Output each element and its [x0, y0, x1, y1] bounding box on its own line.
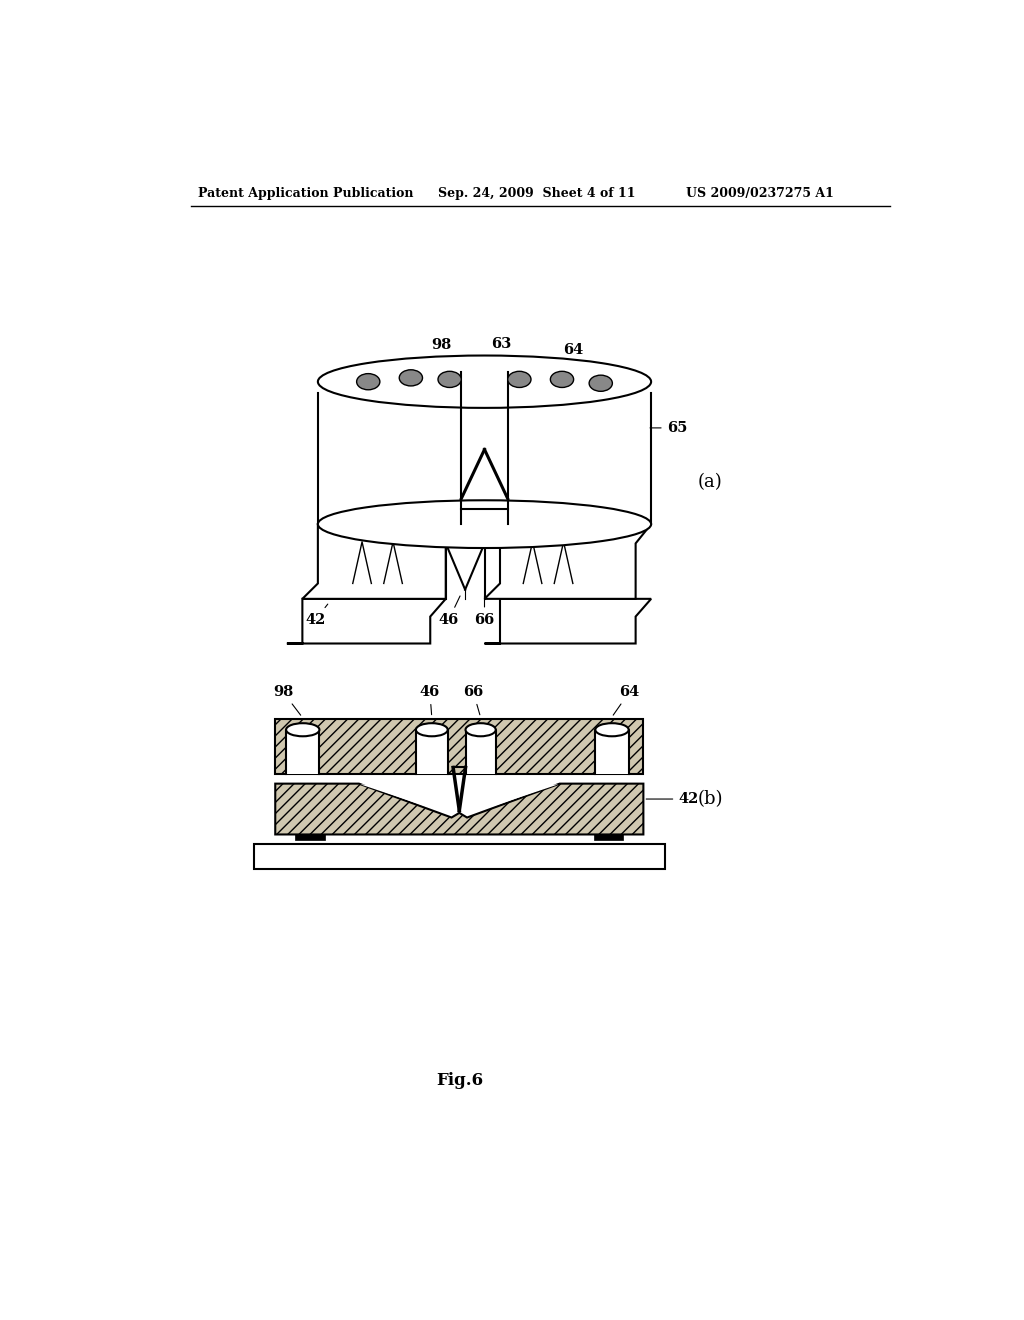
Ellipse shape	[595, 723, 629, 737]
Polygon shape	[295, 834, 325, 841]
Polygon shape	[254, 843, 665, 870]
Polygon shape	[595, 730, 629, 775]
Text: 64: 64	[559, 343, 584, 381]
Ellipse shape	[550, 371, 573, 388]
Polygon shape	[286, 730, 319, 775]
Ellipse shape	[317, 500, 651, 548]
Text: 66: 66	[474, 597, 495, 627]
Polygon shape	[466, 730, 496, 775]
Polygon shape	[360, 784, 558, 814]
Text: 42: 42	[646, 792, 698, 807]
Polygon shape	[484, 524, 651, 599]
Polygon shape	[287, 599, 445, 644]
Polygon shape	[416, 730, 447, 775]
Text: 63: 63	[489, 337, 512, 375]
Ellipse shape	[438, 371, 461, 388]
Text: 66: 66	[463, 685, 483, 714]
Ellipse shape	[508, 371, 531, 388]
Ellipse shape	[286, 723, 319, 737]
Text: 98: 98	[432, 338, 464, 376]
Polygon shape	[317, 393, 651, 524]
Text: (b): (b)	[697, 791, 723, 808]
Text: 65: 65	[650, 421, 687, 434]
Ellipse shape	[589, 375, 612, 391]
Text: 46: 46	[420, 685, 440, 714]
Polygon shape	[275, 784, 643, 834]
Text: 46: 46	[438, 595, 460, 627]
Ellipse shape	[466, 723, 496, 737]
Text: Patent Application Publication: Patent Application Publication	[198, 186, 414, 199]
Text: 98: 98	[272, 685, 301, 715]
Text: (a): (a)	[697, 473, 722, 491]
Polygon shape	[302, 524, 461, 599]
Text: 42: 42	[305, 605, 328, 627]
Ellipse shape	[399, 370, 423, 385]
Ellipse shape	[317, 355, 651, 408]
Polygon shape	[594, 834, 624, 841]
Text: Fig.6: Fig.6	[436, 1072, 483, 1089]
Text: US 2009/0237275 A1: US 2009/0237275 A1	[686, 186, 834, 199]
Ellipse shape	[356, 374, 380, 389]
Polygon shape	[484, 599, 651, 644]
Text: Sep. 24, 2009  Sheet 4 of 11: Sep. 24, 2009 Sheet 4 of 11	[438, 186, 636, 199]
Polygon shape	[275, 719, 643, 775]
Ellipse shape	[416, 723, 447, 737]
Text: 64: 64	[613, 685, 640, 715]
